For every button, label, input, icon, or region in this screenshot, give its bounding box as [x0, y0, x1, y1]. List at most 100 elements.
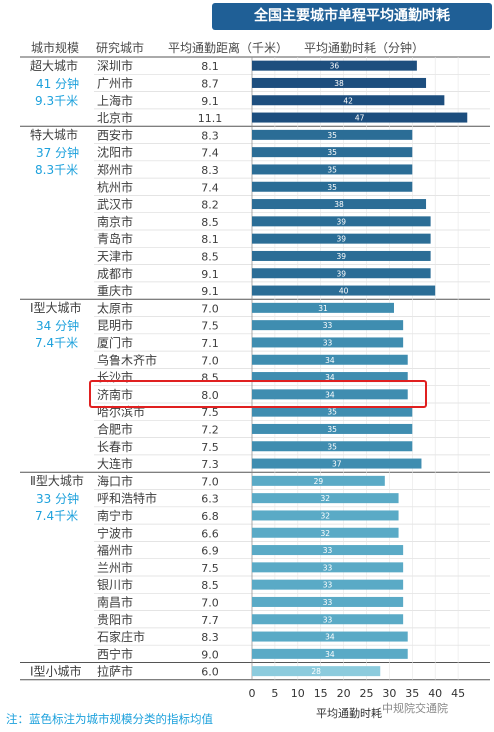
time-bar: [252, 181, 413, 192]
bar-value-label: 35: [327, 425, 337, 434]
x-tick-label: 15: [314, 687, 328, 700]
time-bar: [252, 493, 399, 504]
bar-value-label: 34: [325, 650, 335, 659]
city-name-label: 西宁市: [97, 646, 133, 661]
distance-value-label: 9.1: [201, 285, 219, 298]
distance-value-label: 7.5: [201, 320, 219, 333]
group-mean-time: 41 分钟: [36, 76, 79, 91]
city-name-label: 西安市: [97, 127, 133, 142]
bar-value-label: 31: [318, 304, 328, 313]
distance-value-label: 7.3: [201, 458, 219, 471]
time-bar: [252, 510, 399, 521]
time-bar: [252, 545, 404, 556]
group-label: 特大城市: [30, 127, 78, 142]
city-name-label: 武汉市: [97, 197, 133, 212]
group-label: 超大城市: [30, 58, 78, 73]
city-name-label: 南昌市: [97, 594, 133, 609]
distance-value-label: 7.5: [201, 562, 219, 575]
bar-value-label: 39: [337, 235, 347, 244]
distance-value-label: 7.4: [201, 181, 219, 194]
time-bar: [252, 458, 422, 469]
time-bar: [252, 354, 408, 365]
group-mean-distance: 7.4千米: [35, 336, 78, 350]
distance-value-label: 7.5: [201, 406, 219, 419]
distance-value-label: 7.4: [201, 147, 219, 160]
x-tick-label: 5: [271, 687, 278, 700]
city-name-label: 沈阳市: [97, 145, 133, 160]
header-time: 平均通勤时耗（分钟）: [304, 41, 425, 55]
city-name-label: 青岛市: [97, 231, 133, 246]
distance-value-label: 8.7: [201, 77, 219, 90]
city-name-label: 石家庄市: [97, 629, 145, 644]
city-name-label: 拉萨市: [97, 664, 133, 679]
x-tick-label: 20: [337, 687, 351, 700]
distance-value-label: 8.5: [201, 579, 219, 592]
city-name-label: 银川市: [97, 577, 133, 592]
group-mean-distance: 9.3千米: [35, 94, 78, 108]
bar-value-label: 39: [337, 252, 347, 261]
distance-value-label: 7.7: [201, 614, 219, 627]
distance-value-label: 8.1: [201, 233, 219, 246]
time-bar: [252, 199, 427, 210]
bar-value-label: 33: [323, 338, 333, 347]
city-name-label: 贵阳市: [97, 612, 133, 627]
time-bar: [252, 164, 413, 175]
time-bar: [252, 406, 413, 417]
bar-value-label: 37: [332, 460, 342, 469]
bar-value-label: 32: [321, 494, 331, 503]
group-label: Ⅰ型小城市: [30, 664, 82, 679]
distance-value-label: 9.1: [201, 268, 219, 281]
bar-value-label: 35: [327, 442, 337, 451]
city-name-label: 宁波市: [97, 525, 133, 540]
distance-value-label: 9.0: [201, 648, 219, 661]
highlight-box: [89, 380, 427, 408]
bar-value-label: 28: [311, 667, 321, 676]
chart-title: 全国主要城市单程平均通勤时耗: [212, 3, 492, 30]
city-name-label: 济南市: [97, 387, 133, 402]
time-bar: [252, 631, 408, 642]
city-name-label: 南京市: [97, 214, 133, 229]
city-name-label: 乌鲁木齐市: [97, 352, 157, 367]
header-scale: 城市规模: [31, 41, 80, 55]
time-bar: [252, 95, 445, 106]
bar-value-label: 33: [323, 321, 333, 330]
group-mean-distance: 7.4千米: [35, 509, 78, 523]
group-mean-time: 33 分钟: [36, 491, 79, 506]
bar-value-label: 34: [325, 390, 335, 399]
time-bar: [252, 562, 404, 573]
x-axis-label: 平均通勤时耗: [314, 705, 384, 721]
time-bar: [252, 60, 417, 71]
distance-value-label: 6.3: [201, 493, 219, 506]
group-mean-time: 37 分钟: [36, 145, 79, 160]
city-name-label: 福州市: [97, 543, 133, 558]
x-tick-label: 45: [451, 687, 465, 700]
city-name-label: 呼和浩特市: [97, 491, 157, 506]
distance-value-label: 8.0: [201, 389, 219, 402]
distance-value-label: 8.1: [201, 60, 219, 73]
city-name-label: 广州市: [97, 75, 133, 90]
time-bar: [252, 527, 399, 538]
bar-value-label: 36: [330, 62, 340, 71]
distance-value-label: 8.3: [201, 631, 219, 644]
time-bar: [252, 129, 413, 140]
group-mean-time: 34 分钟: [36, 318, 79, 333]
bar-value-label: 34: [325, 356, 335, 365]
city-name-label: 长春市: [97, 439, 133, 454]
distance-value-label: 7.1: [201, 337, 219, 350]
distance-value-label: 6.0: [201, 666, 219, 679]
time-bar: [252, 337, 404, 348]
time-bar: [252, 389, 408, 400]
time-bar: [252, 372, 408, 383]
x-tick-label: 40: [428, 687, 442, 700]
time-bar: [252, 579, 404, 590]
distance-value-label: 9.1: [201, 95, 219, 108]
time-bar: [252, 216, 431, 227]
distance-value-label: 11.1: [198, 112, 223, 125]
city-name-label: 郑州市: [97, 162, 133, 177]
bar-value-label: 39: [337, 217, 347, 226]
city-name-label: 成都市: [97, 266, 133, 281]
x-tick-label: 10: [291, 687, 305, 700]
time-bar: [252, 250, 431, 261]
bar-value-label: 34: [325, 373, 335, 382]
